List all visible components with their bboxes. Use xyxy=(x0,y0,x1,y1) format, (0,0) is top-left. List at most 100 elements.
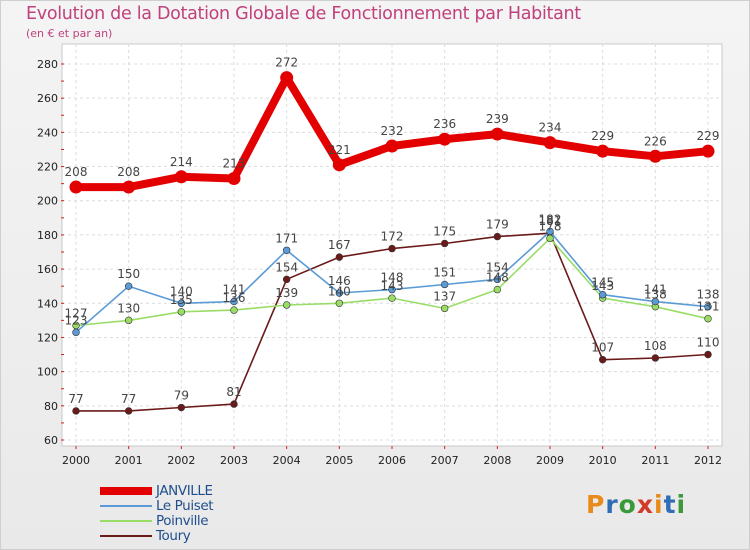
data-label: 139 xyxy=(275,286,298,300)
y-tick-label: 240 xyxy=(37,126,58,139)
data-label: 146 xyxy=(328,274,351,288)
data-point xyxy=(546,234,554,243)
y-tick-label: 100 xyxy=(37,366,58,379)
x-tick-label: 2006 xyxy=(378,454,406,467)
data-point xyxy=(335,299,344,307)
data-label: 239 xyxy=(486,112,509,126)
x-tick-label: 2008 xyxy=(483,454,511,467)
data-label: 151 xyxy=(433,265,456,279)
legend-swatch-toury xyxy=(100,535,152,537)
data-point xyxy=(651,354,660,362)
data-point xyxy=(282,246,291,254)
data-label: 232 xyxy=(381,124,404,138)
y-tick-label: 60 xyxy=(44,434,58,447)
data-point xyxy=(648,149,662,163)
data-point xyxy=(230,297,238,306)
data-point xyxy=(493,275,502,284)
data-point xyxy=(174,170,188,184)
series xyxy=(69,71,715,415)
data-label: 138 xyxy=(644,288,667,302)
data-point xyxy=(440,239,449,248)
data-label: 221 xyxy=(328,143,351,157)
data-point xyxy=(177,308,186,316)
data-label: 81 xyxy=(226,385,241,399)
data-label: 140 xyxy=(170,284,193,298)
data-label: 145 xyxy=(591,276,614,290)
logo-letter: i xyxy=(676,490,687,519)
data-label: 148 xyxy=(381,271,404,285)
data-point xyxy=(388,285,396,294)
data-label: 108 xyxy=(644,339,667,353)
data-label: 154 xyxy=(486,260,509,274)
data-point xyxy=(385,139,399,153)
x-tick-label: 2000 xyxy=(62,454,90,467)
data-label: 131 xyxy=(697,300,720,314)
x-tick-label: 2002 xyxy=(167,454,195,467)
x-tick-label: 2007 xyxy=(431,454,459,467)
legend-swatch-janville xyxy=(100,487,152,495)
legend-label-poinville: Poinville xyxy=(156,513,209,529)
data-point xyxy=(704,302,712,311)
y-tick-label: 160 xyxy=(37,263,58,276)
data-point xyxy=(598,291,607,299)
logo-letter: P xyxy=(586,490,606,519)
data-label: 172 xyxy=(381,230,404,244)
data-label: 229 xyxy=(697,129,720,143)
data-label: 208 xyxy=(117,165,140,179)
data-label: 135 xyxy=(170,293,193,307)
data-label: 182 xyxy=(539,212,562,226)
chart-subtitle: (en € et par an) xyxy=(26,27,113,40)
data-label: 136 xyxy=(223,291,246,305)
data-label: 110 xyxy=(697,336,720,350)
data-point xyxy=(177,299,186,307)
data-label: 77 xyxy=(68,392,83,406)
data-labels: 208 208 214 213 272 221 232 236 239 234 229 226 229 1… xyxy=(65,56,720,406)
data-label: 141 xyxy=(223,283,246,297)
data-point xyxy=(230,306,238,314)
data-label: 226 xyxy=(644,134,667,148)
x-tick-label: 2010 xyxy=(589,454,617,467)
logo-letter: r xyxy=(605,490,619,519)
data-label: 130 xyxy=(117,301,140,315)
data-point xyxy=(230,400,238,408)
data-point xyxy=(282,301,291,309)
data-label: 234 xyxy=(539,121,562,135)
data-point xyxy=(177,403,186,412)
data-label: 175 xyxy=(433,224,456,238)
data-point xyxy=(335,289,344,297)
data-point xyxy=(280,71,294,85)
data-point xyxy=(651,297,660,306)
legend-label-toury: Toury xyxy=(156,528,191,544)
data-label: 214 xyxy=(170,155,193,169)
y-tick-label: 260 xyxy=(37,92,58,105)
data-point xyxy=(335,253,344,261)
y-tick-label: 140 xyxy=(37,297,58,310)
legend-label-le-puiset: Le Puiset xyxy=(156,498,214,514)
data-point xyxy=(543,136,557,150)
data-label: 179 xyxy=(486,218,509,232)
data-point xyxy=(440,280,449,289)
data-point xyxy=(493,285,502,294)
y-tick-label: 220 xyxy=(37,161,58,174)
x-tick-label: 2011 xyxy=(641,454,669,467)
data-label: 123 xyxy=(65,313,88,327)
data-label: 229 xyxy=(591,129,614,143)
data-point xyxy=(72,328,80,337)
y-tick-label: 180 xyxy=(37,229,58,242)
y-tick-label: 80 xyxy=(44,400,58,413)
axes: 60 80 100 120 140 160 180 200 220 240 260 280 2000 20… xyxy=(37,58,722,467)
data-label: 79 xyxy=(174,389,189,403)
data-label: 127 xyxy=(65,306,88,320)
data-label: 150 xyxy=(117,267,140,281)
data-label: 107 xyxy=(591,341,614,355)
data-label: 178 xyxy=(539,219,562,233)
data-label: 143 xyxy=(591,279,614,293)
data-point xyxy=(69,180,83,194)
y-tick-label: 200 xyxy=(37,195,58,208)
data-label: 148 xyxy=(486,271,509,285)
data-point xyxy=(701,144,715,158)
data-label: 140 xyxy=(328,284,351,298)
data-point xyxy=(598,355,607,364)
data-point xyxy=(124,407,133,415)
y-tick-label: 120 xyxy=(37,331,58,344)
